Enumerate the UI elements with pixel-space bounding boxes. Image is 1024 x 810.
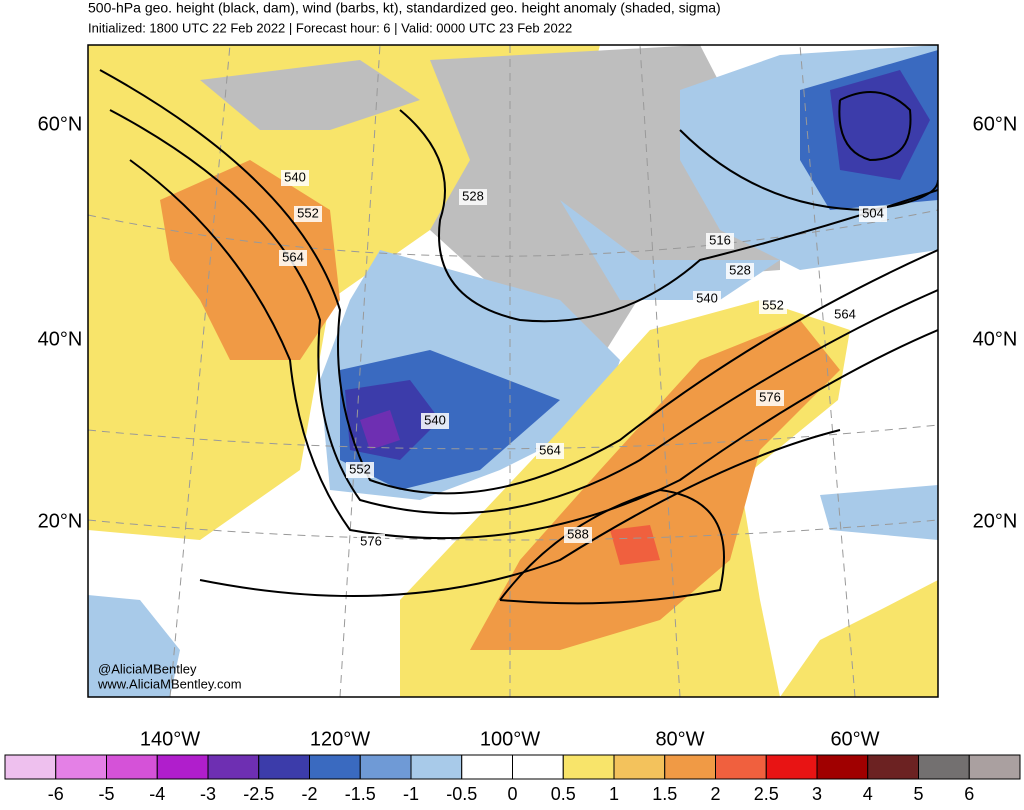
colorbar-swatch: [258, 754, 310, 780]
colorbar-swatch: [867, 754, 919, 780]
lat-label: 60°N: [38, 113, 83, 135]
colorbar-swatch: [309, 754, 361, 780]
contour-label-bg: [756, 390, 784, 406]
contour-label: 588: [567, 526, 589, 541]
contour-label: 564: [539, 442, 561, 457]
lat-label: 60°N: [973, 113, 1018, 135]
colorbar-label: -1.5: [345, 784, 376, 804]
contour-label: 552: [762, 297, 784, 312]
colorbar-label: -3: [200, 784, 216, 804]
contour-label: 528: [729, 262, 751, 277]
contour-label-bg: [831, 307, 859, 323]
colorbar-swatch: [55, 754, 107, 780]
colorbar-label: -6: [48, 784, 64, 804]
colorbar-swatch: [816, 754, 869, 780]
contour-label: 564: [834, 306, 856, 321]
title: 500-hPa geo. height (black, dam), wind (…: [88, 0, 721, 16]
map-frame: [87, 44, 939, 698]
lat-label: 40°N: [38, 328, 83, 350]
subtitle: Initialized: 1800 UTC 22 Feb 2022 | Fore…: [88, 20, 572, 35]
colorbar-swatch: [207, 754, 260, 780]
colorbar-label: 2: [710, 784, 720, 804]
contour-label-bg: [281, 170, 309, 186]
colorbar-swatch: [968, 754, 1021, 780]
contour-label-bg: [536, 443, 564, 459]
colorbar-swatch: [562, 754, 615, 780]
colorbar-swatch: [765, 754, 818, 780]
contour-label-bg: [459, 189, 487, 205]
contour-label-bg: [357, 534, 385, 550]
credit: @AliciaMBentley: [98, 661, 197, 676]
contour-label: 564: [282, 249, 304, 264]
lat-label: 40°N: [973, 328, 1018, 350]
lat-label: 20°N: [38, 510, 83, 532]
contour-label: 552: [349, 461, 371, 476]
contour-label-bg: [859, 206, 887, 222]
colorbar-label: -2: [301, 784, 317, 804]
colorbar-label: -0.5: [446, 784, 477, 804]
lon-label: 120°W: [310, 728, 370, 750]
lon-label: 100°W: [480, 728, 540, 750]
colorbar-swatch: [461, 754, 513, 780]
contour-label: 576: [360, 533, 382, 548]
colorbar-label: -2.5: [243, 784, 274, 804]
colorbar-swatch: [613, 754, 666, 780]
contour-label-bg: [759, 298, 787, 314]
lat-label: 20°N: [973, 510, 1018, 532]
colorbar-swatch: [918, 754, 970, 780]
colorbar-label: 6: [964, 784, 974, 804]
contour-label-bg: [346, 462, 374, 478]
credit: www.AliciaMBentley.com: [97, 676, 242, 691]
contour-label-bg: [564, 527, 592, 543]
colorbar-label: 0: [507, 784, 517, 804]
contour-label: 504: [862, 205, 884, 220]
colorbar-swatch: [664, 754, 716, 780]
colorbar-swatch: [410, 754, 463, 780]
contour-label: 528: [462, 188, 484, 203]
map-area: [88, 45, 938, 697]
colorbar-label: 5: [913, 784, 923, 804]
colorbar-label: -1: [403, 784, 419, 804]
contour-label: 516: [709, 232, 731, 247]
colorbar-swatch: [512, 754, 564, 780]
colorbar-label: 1: [609, 784, 619, 804]
colorbar-swatch: [106, 754, 158, 780]
contour-label-bg: [294, 206, 322, 222]
colorbar-label: 1.5: [652, 784, 677, 804]
colorbar-label: 4: [863, 784, 873, 804]
contour-label-bg: [421, 413, 449, 429]
colorbar-label: 3: [812, 784, 822, 804]
colorbar-swatch: [359, 754, 412, 780]
contour-label: 552: [297, 205, 319, 220]
contour-label: 576: [759, 389, 781, 404]
colorbar-swatch: [715, 754, 767, 780]
lon-label: 60°W: [830, 728, 879, 750]
contour-label-bg: [726, 263, 754, 279]
lon-label: 80°W: [655, 728, 704, 750]
colorbar-swatch: [4, 754, 57, 780]
colorbar-label: 0.5: [551, 784, 576, 804]
colorbar-label: 2.5: [754, 784, 779, 804]
contour-label: 540: [284, 169, 306, 184]
colorbar-swatch: [156, 754, 209, 780]
contour-label-bg: [279, 250, 307, 266]
contour-label-bg: [706, 233, 734, 249]
lon-label: 140°W: [140, 728, 200, 750]
contour-label: 540: [696, 290, 718, 305]
contour-label-bg: [693, 291, 721, 307]
colorbar-label: -4: [149, 784, 165, 804]
colorbar-label: -5: [98, 784, 114, 804]
contour-label: 540: [424, 412, 446, 427]
